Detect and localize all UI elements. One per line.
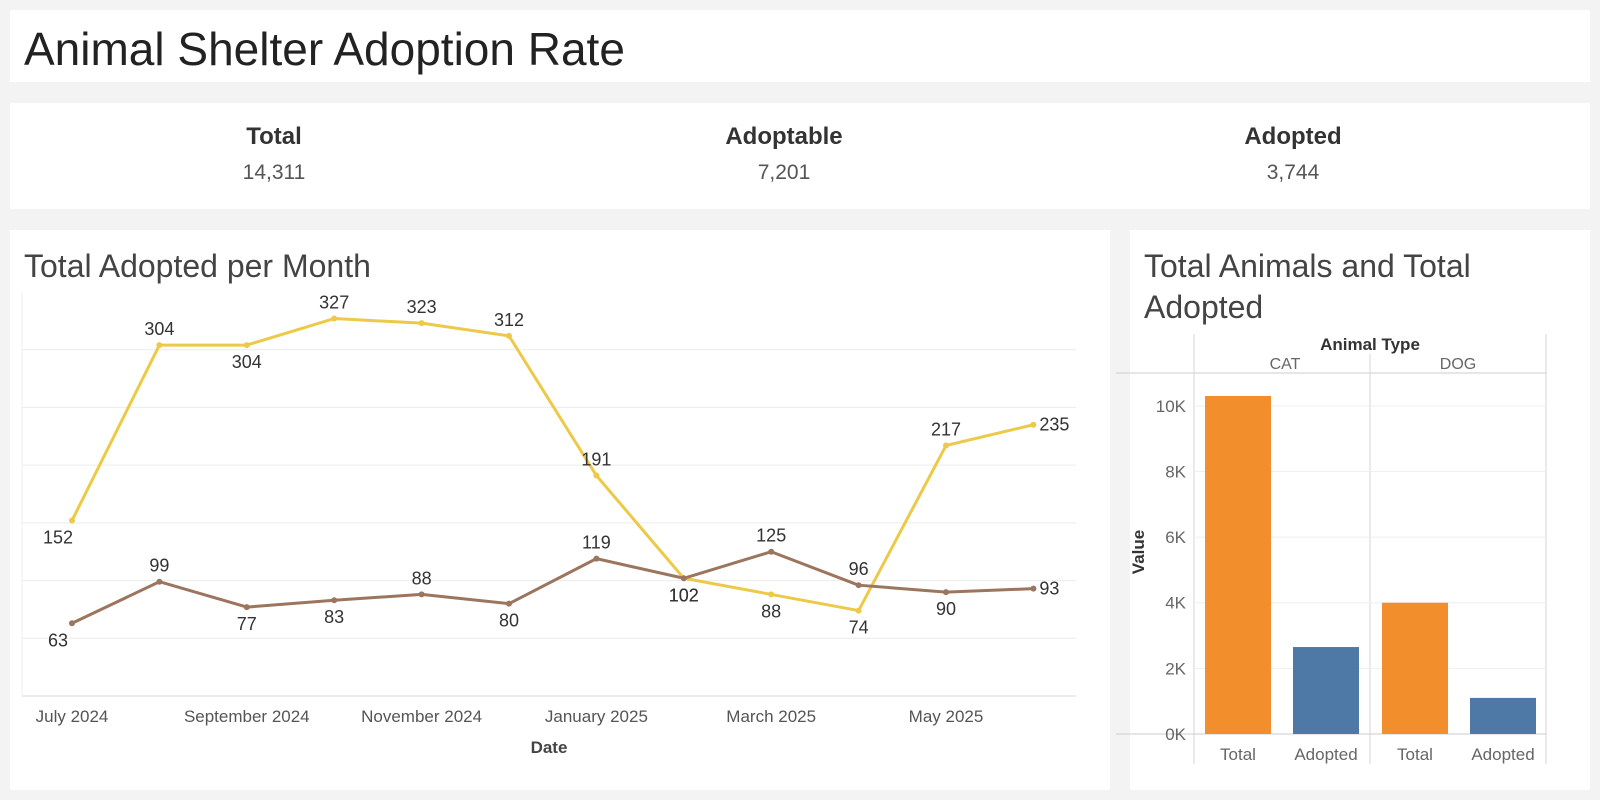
data-label: 93 [1039,579,1059,599]
series-line-2 [71,550,1034,625]
data-label: 304 [144,319,174,339]
data-point [418,591,425,598]
y-tick-label: 2K [1165,659,1186,678]
line-chart-title: Total Adopted per Month [24,248,371,284]
category-label: Adopted [1294,745,1357,764]
data-point [1030,585,1037,592]
data-point [331,597,338,604]
data-label: 119 [582,533,611,553]
line-chart-panel: Total Adopted per Month July 2024 Septemb… [10,230,1110,790]
category-label: Adopted [1471,745,1534,764]
kpi-adopted: Adopted 3,744 [1143,123,1443,185]
x-tick-label: March 2025 [726,707,816,726]
bar-dog-adopted [1470,697,1536,734]
kpi-label: Adoptable [725,123,843,150]
x-axis-title: Date [531,738,568,757]
data-label: 88 [412,568,432,588]
data-label: 77 [237,614,257,634]
data-label: 327 [319,293,349,313]
data-label: 88 [761,601,781,621]
data-point [506,600,512,607]
y-tick-label: 4K [1165,594,1186,613]
data-label: 102 [669,585,699,605]
data-label: 102 [669,585,699,605]
category-label: Total [1397,745,1433,764]
data-label: 235 [1039,415,1069,435]
kpi-value: 14,311 [242,161,306,184]
data-label: 304 [232,352,262,372]
bar-cat-adopted [1293,647,1359,734]
data-label: 125 [756,526,786,546]
data-point [593,555,600,562]
x-tick-label: January 2025 [545,707,648,726]
data-label: 152 [43,528,73,548]
kpi-value: 3,744 [1266,161,1320,184]
bar-cat-total [1205,395,1271,734]
data-point [69,517,75,524]
data-label: 217 [931,420,961,440]
y-axis-title: Value [1129,530,1148,574]
group-label: DOG [1440,356,1476,373]
data-label: 312 [494,310,524,330]
bar-chart-panel: Total Animals and Total Adopted 0K 2K 4K 6K… [1116,230,1590,790]
data-point [243,342,250,349]
data-point [1030,421,1037,428]
x-tick-label: July 2024 [36,707,109,726]
data-point [156,342,163,349]
data-label: 323 [407,297,437,317]
x-tick-label: November 2024 [361,707,482,726]
data-point [418,320,425,327]
y-tick-label: 10K [1156,397,1187,416]
data-point [593,472,600,479]
data-point [243,604,250,611]
x-tick-label: September 2024 [184,707,310,726]
data-point [156,578,163,585]
line-chart: July 2024 September 2024 November 2024 Janu… [21,292,1076,757]
data-point [855,607,862,614]
data-label: 83 [324,607,344,627]
data-label: 90 [936,599,956,619]
data-label: 74 [849,618,869,638]
data-point [680,575,687,582]
series-line-1 [70,317,1034,613]
data-point [855,582,862,589]
category-label: Total [1220,745,1256,764]
data-point [69,620,75,627]
page-title: Animal Shelter Adoption Rate [24,23,625,75]
y-tick-label: 0K [1165,725,1186,744]
data-point [943,589,949,596]
data-point [506,332,512,339]
kpi-label: Adopted [1244,123,1342,150]
data-label: 96 [849,559,869,579]
y-tick-label: 6K [1165,528,1186,547]
data-label: 99 [149,556,169,576]
data-point [943,442,949,449]
data-point [768,548,775,555]
group-label: CAT [1270,356,1301,373]
kpi-adoptable: Adoptable 7,201 [634,123,934,185]
x-header-title: Animal Type [1320,335,1420,354]
x-tick-label: May 2025 [909,707,984,726]
bar-chart: 0K 2K 4K 6K 8K 10K Value Animal Type CAT DOG Total… [1116,334,1547,764]
title-panel: Animal Shelter Adoption Rate [10,10,1590,82]
data-label: 80 [499,611,519,631]
kpi-panel: Total 14,311 Adoptable 7,201 Adopted 3,7… [10,103,1590,209]
bar-chart-title: Total Animals and Total Adopted [1144,248,1471,325]
y-tick-label: 8K [1165,462,1186,481]
data-label: 63 [48,630,68,650]
data-point [331,315,338,322]
kpi-label: Total [246,123,302,150]
kpi-value: 7,201 [757,161,811,184]
data-point [768,591,775,598]
bar-dog-total [1382,602,1448,734]
data-label: 191 [581,450,611,470]
kpi-total: Total 14,311 [124,123,424,185]
